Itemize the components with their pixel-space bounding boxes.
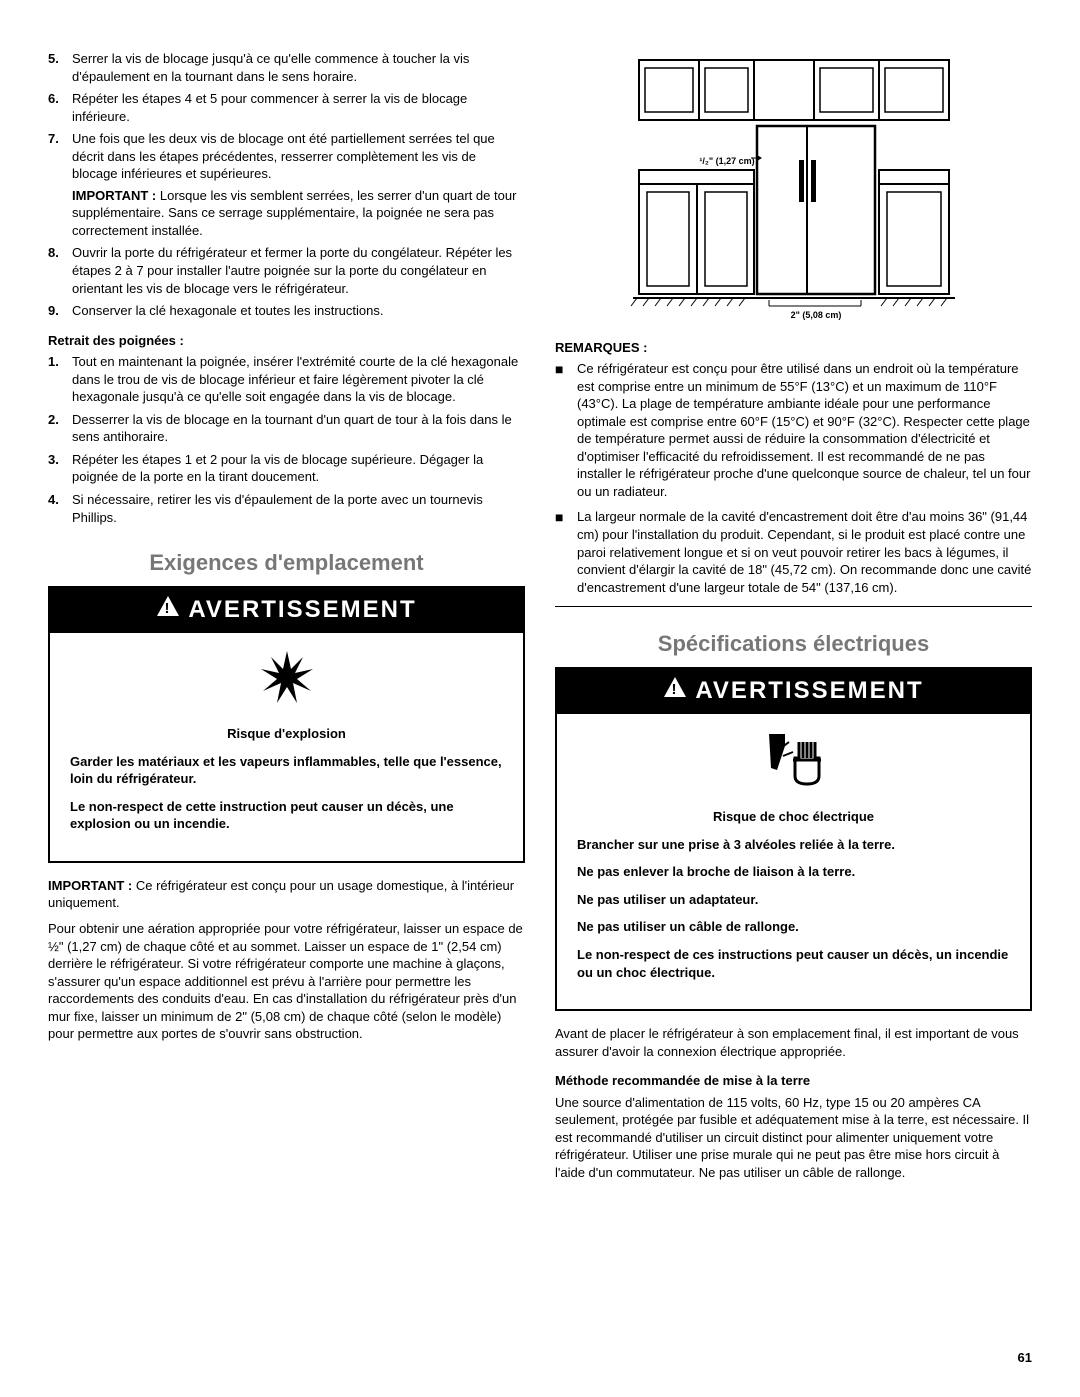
warning-triangle-icon: !	[156, 594, 180, 626]
svg-text:!: !	[672, 681, 679, 698]
remarks-list: ■Ce réfrigérateur est conçu pour être ut…	[555, 360, 1032, 596]
location-requirements-title: Exigences d'emplacement	[48, 548, 525, 578]
divider	[555, 606, 1032, 607]
list-item: 1.Tout en maintenant la poignée, insérer…	[48, 353, 525, 406]
instruction-list-2: 1.Tout en maintenant la poignée, insérer…	[48, 353, 525, 526]
list-item: 7.Une fois que les deux vis de blocage o…	[48, 130, 525, 239]
explosion-warning-box: ! AVERTISSEMENT Risque d'explosion Garde…	[48, 586, 525, 863]
important-note: IMPORTANT : Ce réfrigérateur est conçu p…	[48, 877, 525, 912]
list-item: ■Ce réfrigérateur est conçu pour être ut…	[555, 360, 1032, 500]
shock-icon	[557, 714, 1030, 803]
warning-line: Garder les matériaux et les vapeurs infl…	[70, 753, 503, 788]
shock-warning-box: ! AVERTISSEMENT Risque de choc électriqu…	[555, 667, 1032, 1011]
ventilation-paragraph: Pour obtenir une aération appropriée pou…	[48, 920, 525, 1043]
right-column: ¹/₂" (1,27 cm) 2" (5,08 cm) REMARQUES : …	[555, 50, 1032, 1189]
page-number: 61	[1018, 1349, 1032, 1367]
list-item: ■La largeur normale de la cavité d'encas…	[555, 508, 1032, 596]
grounding-method-heading: Méthode recommandée de mise à la terre	[555, 1072, 1032, 1090]
risk-title: Risque d'explosion	[70, 725, 503, 743]
warning-line: Le non-respect de cette instruction peut…	[70, 798, 503, 833]
warning-line: Brancher sur une prise à 3 alvéoles reli…	[577, 836, 1010, 854]
clearance-bottom-label: 2" (5,08 cm)	[790, 310, 841, 320]
warning-header: ! AVERTISSEMENT	[557, 669, 1030, 714]
clearance-side-label: ¹/₂" (1,27 cm)	[699, 156, 754, 166]
warning-label: AVERTISSEMENT	[188, 596, 416, 623]
list-item: 6.Répéter les étapes 4 et 5 pour commenc…	[48, 90, 525, 125]
grounding-paragraph: Une source d'alimentation de 115 volts, …	[555, 1094, 1032, 1182]
instruction-list-1: 5.Serrer la vis de blocage jusqu'à ce qu…	[48, 50, 525, 320]
warning-header: ! AVERTISSEMENT	[50, 588, 523, 633]
electrical-spec-title: Spécifications électriques	[555, 629, 1032, 659]
warning-text: Risque de choc électrique Brancher sur u…	[557, 802, 1030, 1009]
explosion-icon	[50, 633, 523, 720]
warning-label: AVERTISSEMENT	[695, 677, 923, 704]
electrical-intro: Avant de placer le réfrigérateur à son e…	[555, 1025, 1032, 1060]
svg-text:!: !	[165, 600, 172, 617]
warning-line: Ne pas utiliser un câble de rallonge.	[577, 918, 1010, 936]
remarks-heading: REMARQUES :	[555, 339, 1032, 357]
installation-diagram: ¹/₂" (1,27 cm) 2" (5,08 cm)	[555, 50, 1032, 325]
list-item: 8.Ouvrir la porte du réfrigérateur et fe…	[48, 244, 525, 297]
warning-line: Ne pas utiliser un adaptateur.	[577, 891, 1010, 909]
left-column: 5.Serrer la vis de blocage jusqu'à ce qu…	[48, 50, 525, 1189]
warning-line: Ne pas enlever la broche de liaison à la…	[577, 863, 1010, 881]
list-item: 9.Conserver la clé hexagonale et toutes …	[48, 302, 525, 320]
list-item: 3.Répéter les étapes 1 et 2 pour la vis …	[48, 451, 525, 486]
warning-line: Le non-respect de ces instructions peut …	[577, 946, 1010, 981]
risk-title: Risque de choc électrique	[577, 808, 1010, 826]
list-item: 5.Serrer la vis de blocage jusqu'à ce qu…	[48, 50, 525, 85]
handle-removal-heading: Retrait des poignées :	[48, 332, 525, 350]
list-item: 4.Si nécessaire, retirer les vis d'épaul…	[48, 491, 525, 526]
list-item: 2.Desserrer la vis de blocage en la tour…	[48, 411, 525, 446]
warning-text: Risque d'explosion Garder les matériaux …	[50, 719, 523, 861]
warning-triangle-icon: !	[663, 675, 687, 707]
